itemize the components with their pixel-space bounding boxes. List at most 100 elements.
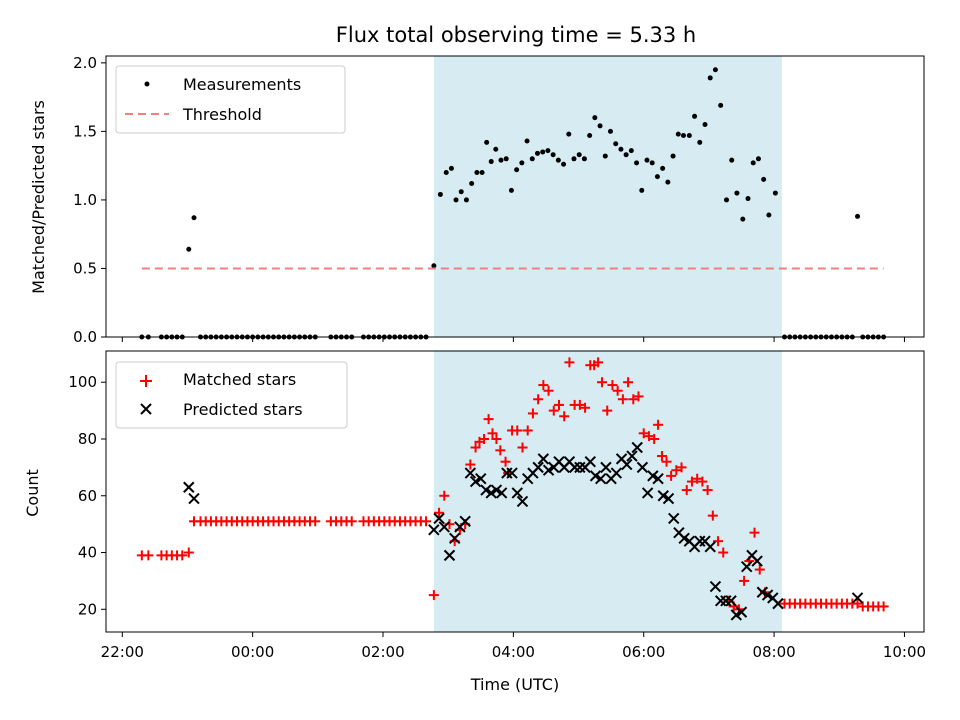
measurements-point [186, 246, 192, 252]
measurements-point [644, 157, 650, 163]
measurements-point [458, 189, 464, 195]
matched-stars-point [656, 451, 667, 462]
matched-stars-point [628, 394, 639, 405]
predicted-stars-point [636, 461, 649, 474]
matched-stars-point [310, 516, 321, 527]
measurements-point [514, 167, 520, 173]
matched-stars-point [487, 428, 498, 439]
count-panel: 22:00 00:00 02:00 04:00 06:00 08:00 10:00 20 40 6… [23, 350, 926, 694]
count-legend: Matched stars Predicted stars [115, 361, 348, 429]
measurements-point [561, 161, 567, 167]
measurements-point [724, 197, 730, 203]
matched-stars-point [517, 442, 528, 453]
ratio-y-tick-label: 1.5 [73, 122, 97, 140]
measurements-point [649, 160, 655, 166]
predicted-stars-point [501, 467, 513, 479]
measurements-point [581, 156, 587, 162]
count-y-tick-label: 40 [78, 544, 97, 562]
ratio-ylabel: Matched/Predicted stars [29, 100, 48, 294]
measurements-point [519, 160, 525, 166]
matched-stars-point [538, 380, 549, 391]
predicted-stars-point [511, 487, 523, 499]
predicted-stars-point [600, 461, 612, 474]
matched-stars-point [564, 357, 575, 368]
legend-measurements-marker [144, 81, 150, 87]
matched-stars-point [697, 476, 708, 487]
measurements-point [437, 191, 443, 197]
matched-stars-point [602, 405, 613, 416]
predicted-stars-point [626, 450, 638, 462]
measurements-point [463, 197, 469, 203]
predicted-stars-point [574, 461, 586, 474]
measurements-point [479, 170, 485, 176]
measurements-point [639, 187, 645, 193]
matched-stars-point [617, 394, 628, 405]
legend-measurements: Measurements [183, 75, 301, 94]
measurements-point [761, 176, 767, 182]
predicted-stars-point [183, 481, 195, 493]
predicted-stars-point [720, 595, 732, 607]
legend-threshold: Threshold [182, 105, 262, 124]
x-tick-label: 04:00 [492, 643, 535, 661]
x-tick-label: 00:00 [231, 643, 274, 661]
measurements-point [592, 115, 598, 121]
measurements-point [550, 152, 556, 158]
measurements-point [702, 122, 708, 128]
matched-stars-point [612, 385, 623, 396]
measurements-point [474, 170, 480, 176]
measurements-point [660, 165, 666, 171]
predicted-stars-point [464, 467, 477, 479]
matched-stars-point [470, 442, 481, 453]
measurements-point [493, 146, 499, 152]
matched-stars-point [754, 564, 765, 575]
ratio-y-tick-label: 2.0 [73, 54, 97, 72]
matched-stars-point [495, 445, 506, 456]
measurements-point [855, 213, 861, 219]
predicted-stars-point [449, 532, 461, 545]
ratio-y-tick-label: 0.5 [73, 259, 97, 277]
count-y-tick-label: 60 [78, 487, 97, 505]
measurements-point [740, 216, 746, 222]
predicted-stars-point [506, 467, 518, 479]
matched-stars-point [439, 490, 450, 501]
matched-stars-point [878, 601, 889, 612]
predicted-stars-point [662, 492, 675, 505]
measurements-point [555, 157, 561, 163]
matched-stars-point [852, 598, 863, 609]
measurements-point [469, 180, 475, 186]
legend-matched-marker [140, 375, 152, 387]
predicted-stars-point [851, 592, 864, 604]
matched-stars-point [479, 433, 490, 444]
matched-stars-point [686, 476, 697, 487]
matched-stars-point [527, 408, 538, 419]
measurements-point [623, 152, 629, 158]
x-tick-label: 22:00 [101, 643, 144, 661]
predicted-stars-point [438, 521, 450, 533]
legend-matched-stars: Matched stars [183, 370, 296, 389]
matched-stars-point [739, 575, 750, 586]
matched-stars-point [553, 399, 564, 410]
matched-stars-point [543, 385, 554, 396]
predicted-stars-point [433, 512, 445, 525]
measurements-point [607, 128, 613, 134]
measurements-point [534, 150, 540, 156]
matched-stars-point [500, 456, 511, 467]
measurements-point [745, 196, 751, 202]
x-tick-label: 08:00 [752, 643, 795, 661]
predicted-stars-point [443, 549, 456, 562]
predicted-stars-point [537, 453, 550, 465]
count-y-tick-label: 80 [78, 430, 97, 448]
predicted-stars-point [714, 595, 727, 607]
measurements-point [665, 179, 671, 185]
matched-stars-point [676, 462, 687, 473]
matched-stars-point [623, 377, 634, 388]
matched-stars-point [143, 550, 154, 561]
matched-stars-point [692, 473, 703, 484]
count-ylabel: Count [23, 469, 42, 517]
x-tick-label: 06:00 [622, 643, 665, 661]
measurements-point [453, 197, 459, 203]
measurements-point [545, 148, 551, 154]
matched-stars-point [633, 391, 644, 402]
predicted-stars-point [694, 535, 706, 547]
ratio-y-tick-label: 0.0 [73, 328, 97, 346]
